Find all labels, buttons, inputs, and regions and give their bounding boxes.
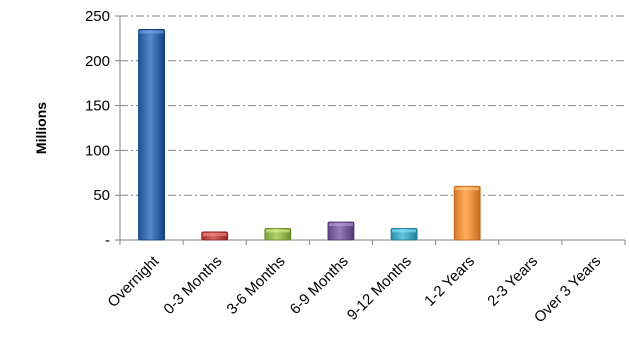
x-tick-label: 0-3 Months [160,253,225,318]
bar-highlight [265,229,290,233]
y-tick-label: 100 [85,142,110,159]
x-tick-label: 2-3 Years [484,253,541,310]
bar-6-9-months [327,221,355,241]
x-tick-label: Overnight [104,252,163,311]
x-tick-label: 6-9 Months [287,253,352,318]
axes [115,15,626,245]
y-tick-label: 50 [93,187,110,204]
gridlines [120,15,625,196]
bar-1-2-years [453,185,481,241]
y-tick-labels: - 50 100 150 200 250 [85,8,110,249]
bar-highlight [328,223,353,227]
bar-highlight [139,30,164,34]
y-axis-title: Millions [33,102,49,154]
y-tick-label: 200 [85,53,110,70]
y-tick-label: - [105,232,110,249]
bar-highlight [202,232,227,236]
bar-overnight [138,29,165,241]
x-tick-label: 1-2 Years [421,253,478,310]
x-tick-label: Over 3 Years [531,253,604,326]
bar-highlight [455,187,480,191]
x-tick-label: 3-6 Months [224,253,289,318]
bars [138,29,481,241]
bar-highlight [392,229,417,233]
y-tick-label: 150 [85,98,110,115]
y-tick-label: 250 [85,8,110,25]
x-tick-label: 9-12 Months [344,253,415,324]
